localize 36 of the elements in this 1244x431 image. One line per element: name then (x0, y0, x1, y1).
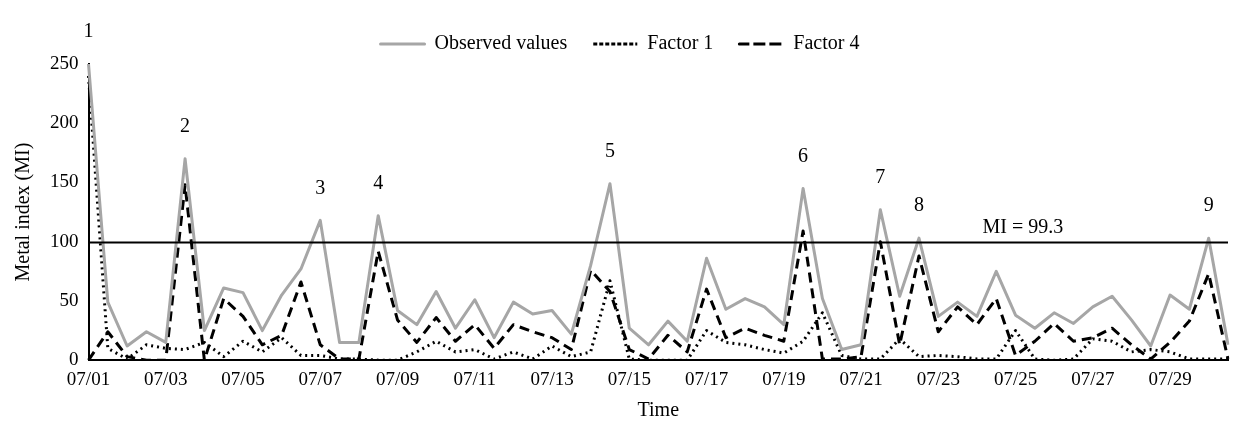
y-tick-label: 250 (50, 51, 79, 73)
text: 1 (83, 19, 94, 42)
annotation: 3 (315, 175, 326, 198)
annotation: 9 (1203, 193, 1214, 216)
x-tick-label: 07/21 (839, 367, 883, 389)
legend-label: Factor 1 (647, 31, 714, 54)
y-tick-label: 150 (50, 170, 79, 192)
annotation: 2 (180, 114, 191, 137)
x-tick-label: 07/29 (1148, 367, 1192, 389)
legend-label: Observed values (434, 31, 568, 54)
x-tick-label: 07/27 (1071, 367, 1115, 389)
x-tick-label: 07/09 (375, 367, 420, 389)
y-tick-label: 0 (69, 348, 79, 370)
x-tick-label: 07/23 (916, 367, 960, 389)
ref-line-label: MI = 99.3 (982, 214, 1064, 237)
x-tick-label: 07/17 (684, 367, 729, 389)
x-tick-label: 07/07 (298, 367, 342, 389)
y-axis-title: Metal index (MI) (11, 142, 35, 282)
x-tick-label: 07/13 (530, 367, 574, 389)
annotation: 8 (913, 193, 924, 216)
y-tick-label: 100 (50, 229, 79, 251)
x-tick-label: 07/11 (453, 367, 497, 389)
x-tick-label: 07/25 (993, 367, 1038, 389)
x-tick-label: 07/19 (762, 367, 806, 389)
x-tick-label: 07/01 (66, 367, 111, 389)
annotation: 5 (604, 138, 615, 161)
x-tick-label: 07/05 (221, 367, 265, 389)
annotation: 4 (373, 170, 384, 193)
x-axis-title: Time (637, 398, 680, 421)
legend-label: Factor 4 (793, 31, 860, 54)
x-tick-label: 07/15 (607, 367, 651, 389)
y-tick-label: 200 (50, 111, 79, 133)
x-tick-label: 07/03 (144, 367, 188, 389)
annotation: 7 (875, 164, 886, 187)
y-tick-label: 50 (59, 288, 79, 310)
annotation: 6 (798, 143, 809, 166)
